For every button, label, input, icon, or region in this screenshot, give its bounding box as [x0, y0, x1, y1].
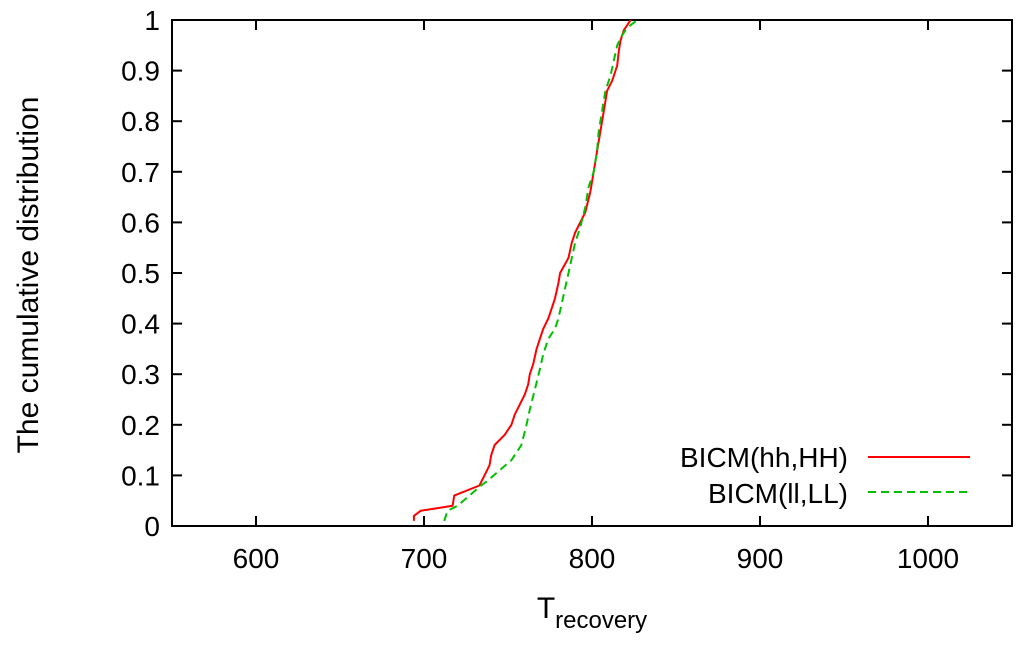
- series-layer: [412, 19, 638, 522]
- y-tick-label: 0.5: [121, 258, 160, 289]
- y-tick-label: 0.2: [121, 410, 160, 441]
- y-tick-label: 0.8: [121, 106, 160, 137]
- x-tick-label: 900: [737, 543, 784, 574]
- legend-label-series-0: BICM(hh,HH): [680, 442, 848, 473]
- legend-label-series-1: BICM(ll,LL): [708, 478, 848, 509]
- y-axis-label: The cumulative distribution: [12, 97, 45, 454]
- x-axis-label-main: T: [537, 592, 555, 625]
- y-tick-label: 0.6: [121, 207, 160, 238]
- x-tick-label: 800: [569, 543, 616, 574]
- y-tick-label: 0: [144, 511, 160, 542]
- y-tick-label: 1: [144, 5, 160, 36]
- x-tick-label: 1000: [897, 543, 959, 574]
- ticks: 600 700 800 900 1000 0 0.1 0.2 0.3 0.4 0.5 0.6 0.7 0.…: [121, 5, 1012, 574]
- legend: BICM(hh,HH) BICM(ll,LL): [680, 442, 970, 509]
- x-tick-label: 700: [401, 543, 448, 574]
- plot-frame: [171, 19, 1013, 527]
- y-tick-label: 0.9: [121, 56, 160, 87]
- x-tick-label: 600: [233, 543, 280, 574]
- y-tick-label: 0.4: [121, 309, 160, 340]
- y-tick-label: 0.7: [121, 157, 160, 188]
- x-axis-label-subscript: recovery: [555, 607, 647, 634]
- x-axis-label: Trecovery: [537, 592, 647, 634]
- series-line-0: [412, 19, 632, 521]
- y-tick-label: 0.1: [121, 460, 160, 491]
- y-tick-label: 0.3: [121, 359, 160, 390]
- series-line-1: [443, 19, 638, 522]
